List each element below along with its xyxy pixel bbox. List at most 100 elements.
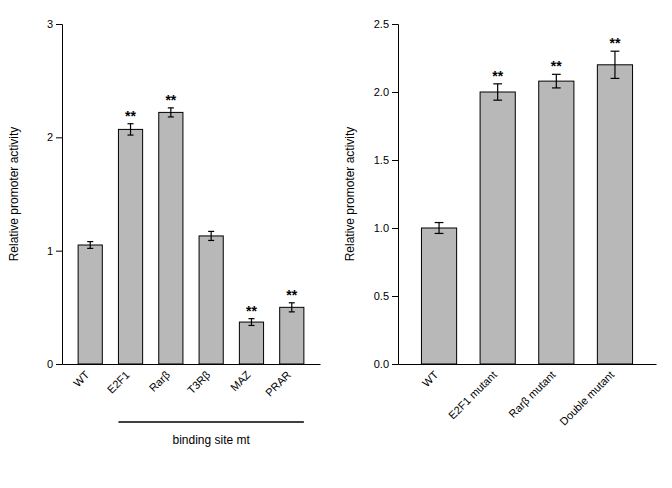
error-bar xyxy=(435,223,444,234)
y-tick-mark xyxy=(56,251,62,252)
y-tick-label: 0.0 xyxy=(374,358,389,370)
bar xyxy=(597,65,632,364)
y-tick-mark xyxy=(392,296,398,297)
significance-marker: ** xyxy=(610,35,621,51)
bracket xyxy=(118,421,303,423)
error-bar-stem xyxy=(170,108,171,117)
bar xyxy=(421,228,456,364)
x-axis-title: binding site mt xyxy=(172,433,250,447)
y-tick: 0 xyxy=(47,358,62,370)
error-bar-stem xyxy=(130,124,131,135)
y-tick: 0.5 xyxy=(374,290,398,302)
y-tick: 1.5 xyxy=(374,154,398,166)
error-bar-cap xyxy=(248,325,254,326)
x-axis: WT E2F1 Rarβ T3Rβ MAZ PRAR xyxy=(63,364,321,399)
error-bar-cap xyxy=(168,116,174,117)
y-tick: 3 xyxy=(47,18,62,30)
error-bar-cap xyxy=(87,241,93,242)
x-tick: T3Rβ xyxy=(185,364,213,396)
error-bar-cap xyxy=(87,248,93,249)
y-tick-label: 3 xyxy=(47,18,53,30)
error-bar-stem xyxy=(251,319,252,326)
error-bar-cap xyxy=(435,222,444,223)
error-bar xyxy=(611,51,620,78)
error-bar-cap xyxy=(128,134,134,135)
y-tick-label: 1 xyxy=(47,245,53,257)
x-tick-label: E2F1 mutant xyxy=(446,368,499,421)
marks xyxy=(78,108,304,364)
y-tick-label: 2.0 xyxy=(374,86,389,98)
error-bar xyxy=(208,231,214,240)
annotations: ****** xyxy=(492,35,621,84)
significance-marker: ** xyxy=(165,92,176,108)
y-tick-mark xyxy=(392,364,398,365)
y-tick-label: 1.5 xyxy=(374,154,389,166)
x-tick-label: WT xyxy=(71,368,92,389)
y-tick: 1.0 xyxy=(374,222,398,234)
x-tick: E2F1 xyxy=(105,364,132,396)
x-tick-label: Rarβ xyxy=(147,368,173,394)
y-tick: 2.5 xyxy=(374,18,398,30)
significance-marker: ** xyxy=(551,58,562,74)
y-tick-mark xyxy=(56,137,62,138)
panel: 0 1 2 3 WT E2F1 Rarβ T3Rβ MAZ PRAR Relative promot… xyxy=(7,18,321,447)
bar xyxy=(78,245,102,364)
figure: 0 1 2 3 WT E2F1 Rarβ T3Rβ MAZ PRAR Relative promot… xyxy=(0,0,672,488)
y-tick: 2.0 xyxy=(374,86,398,98)
x-tick: PRAR xyxy=(263,364,293,399)
y-tick-mark xyxy=(392,228,398,229)
error-bar xyxy=(248,319,254,326)
x-tick-label: E2F1 xyxy=(105,368,132,395)
x-axis: WTE2F1 mutantRarβ mutantDouble mutant xyxy=(399,364,657,428)
error-bar-stem xyxy=(90,242,91,249)
y-tick-mark xyxy=(56,24,62,25)
error-bar-cap xyxy=(289,311,295,312)
x-tick: E2F1 mutant xyxy=(446,364,499,422)
y-tick: 1 xyxy=(47,245,62,257)
error-bar-cap xyxy=(611,78,620,79)
y-axis: 0.0 0.5 1.0 1.5 2.0 2.5 xyxy=(374,18,399,370)
y-axis-line xyxy=(392,25,399,365)
y-tick-mark xyxy=(392,24,398,25)
x-tick: WT xyxy=(420,364,441,389)
x-tick: Rarβ mutant xyxy=(506,364,557,420)
error-bar xyxy=(168,108,174,117)
error-bar-stem xyxy=(614,51,615,78)
error-bar-stem xyxy=(211,231,212,240)
x-tick-label: WT xyxy=(420,368,441,389)
bar xyxy=(199,236,223,364)
error-bar xyxy=(87,242,93,249)
x-tick: Double mutant xyxy=(557,364,616,428)
panel: 0.0 0.5 1.0 1.5 2.0 2.5 WTE2F1 mutantRarβ muta… xyxy=(343,18,657,428)
error-bar xyxy=(493,84,502,100)
y-tick-label: 0 xyxy=(47,358,53,370)
y-tick-mark xyxy=(392,160,398,161)
bar xyxy=(280,307,304,364)
x-tick: Rarβ xyxy=(147,364,173,394)
error-bar-cap xyxy=(493,100,502,101)
significance-marker: ** xyxy=(246,303,257,319)
y-axis-title: Relative promoter activity xyxy=(7,127,21,262)
y-tick: 2 xyxy=(47,131,62,143)
x-tick-label: Double mutant xyxy=(557,368,616,427)
x-tick-label: PRAR xyxy=(263,368,293,398)
bar xyxy=(480,92,515,364)
y-tick-label: 2 xyxy=(47,131,53,143)
error-bar-stem xyxy=(556,74,557,88)
y-tick-label: 2.5 xyxy=(374,18,389,30)
x-tick: MAZ xyxy=(228,364,253,393)
marks xyxy=(421,51,632,364)
bar xyxy=(239,322,263,364)
annotations: ******** xyxy=(125,92,298,319)
x-tick: WT xyxy=(71,364,92,389)
y-tick-mark xyxy=(392,92,398,93)
error-bar xyxy=(289,303,295,312)
y-tick-label: 1.0 xyxy=(374,222,389,234)
error-bar-cap xyxy=(552,87,561,88)
y-tick: 0.0 xyxy=(374,358,398,370)
error-bar xyxy=(552,74,561,88)
y-tick-mark xyxy=(56,364,62,365)
error-bar-stem xyxy=(497,84,498,100)
error-bar-stem xyxy=(438,223,439,234)
significance-marker: ** xyxy=(125,108,136,124)
